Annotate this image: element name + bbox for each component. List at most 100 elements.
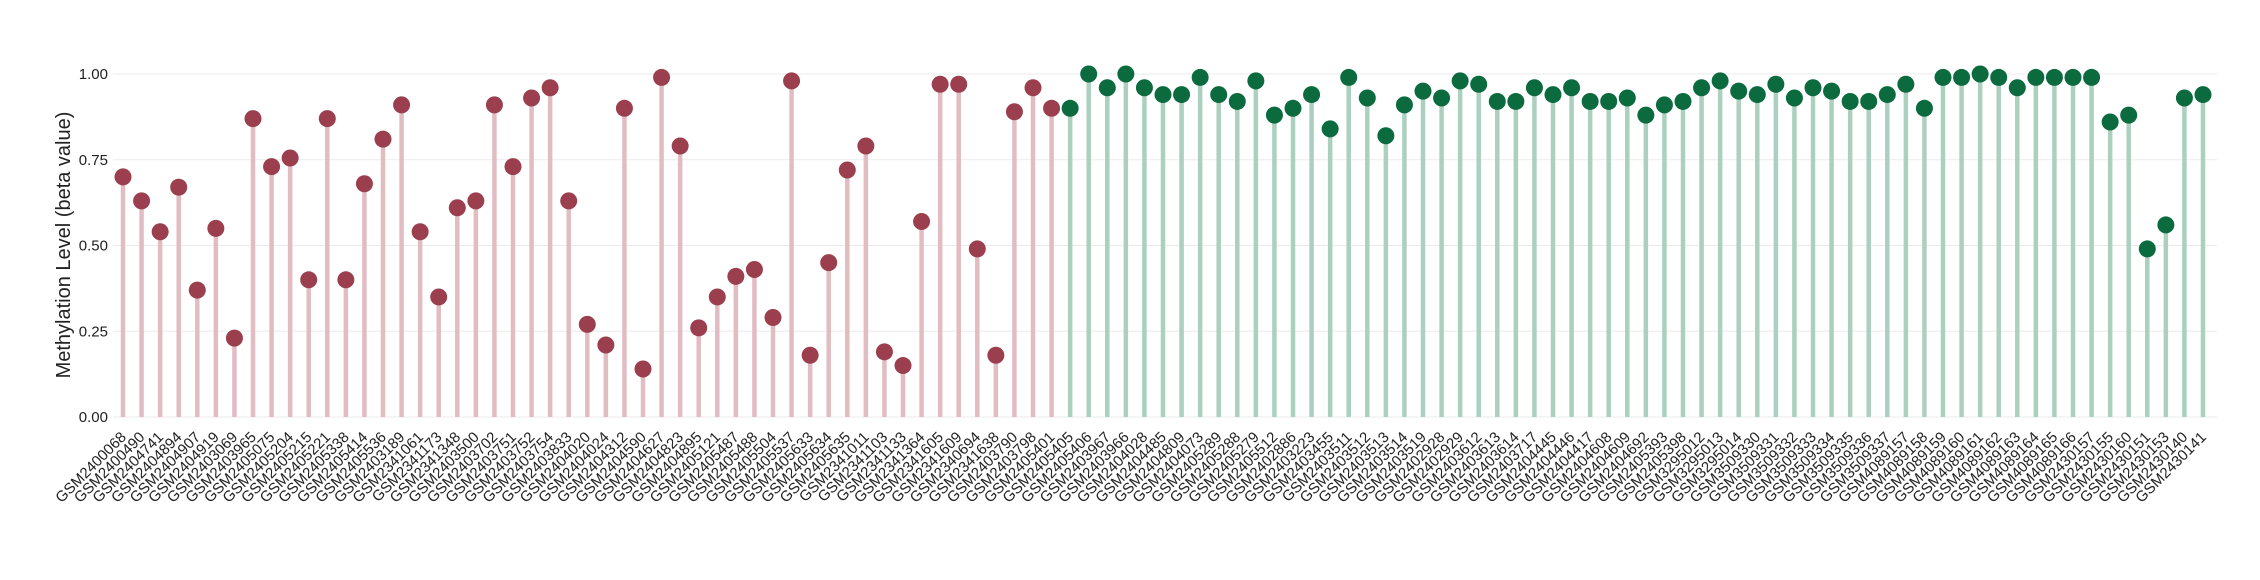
- dot: [690, 319, 708, 337]
- dot: [355, 175, 373, 193]
- dot: [1581, 92, 1599, 110]
- dot: [1005, 103, 1023, 121]
- dot: [764, 309, 782, 327]
- dot: [801, 346, 819, 364]
- dot: [634, 360, 652, 378]
- dot: [1897, 75, 1915, 93]
- dot: [838, 161, 856, 179]
- dot: [1544, 86, 1562, 104]
- dot: [1748, 86, 1766, 104]
- dot: [1860, 92, 1878, 110]
- dot: [2064, 68, 2082, 86]
- dot: [2008, 79, 2026, 97]
- dot: [1247, 72, 1265, 90]
- dot: [875, 343, 893, 361]
- dot: [2101, 113, 2119, 131]
- dot: [244, 110, 262, 128]
- dot: [1990, 68, 2008, 86]
- dot: [578, 315, 596, 333]
- dot: [170, 178, 188, 196]
- dot: [2194, 86, 2212, 104]
- dot: [1767, 75, 1785, 93]
- dot: [337, 271, 355, 289]
- dot: [1730, 82, 1748, 100]
- y-tick-label: 0.75: [79, 152, 108, 169]
- dot: [1823, 82, 1841, 100]
- dot: [1878, 86, 1896, 104]
- dot: [1841, 92, 1859, 110]
- dot: [263, 158, 281, 176]
- dot: [1915, 99, 1933, 117]
- dot: [393, 96, 411, 114]
- dot: [411, 223, 429, 241]
- dot: [541, 79, 559, 97]
- dot: [1507, 92, 1525, 110]
- dot: [151, 223, 169, 241]
- dot: [1358, 89, 1376, 107]
- dot: [485, 96, 503, 114]
- dot: [448, 199, 466, 217]
- dot: [1061, 99, 1079, 117]
- dot: [1098, 79, 1116, 97]
- dot: [225, 329, 243, 347]
- dot: [1953, 68, 1971, 86]
- dot: [133, 192, 151, 210]
- dot: [894, 357, 912, 375]
- dot: [1934, 68, 1952, 86]
- dot: [1173, 86, 1191, 104]
- dot: [1265, 106, 1283, 124]
- dot: [820, 254, 838, 272]
- dot: [2138, 240, 2156, 258]
- dot: [2175, 89, 2193, 107]
- dot: [430, 288, 448, 306]
- dot: [1600, 92, 1618, 110]
- dot: [114, 168, 132, 186]
- dot: [783, 72, 801, 90]
- y-tick-label: 1.00: [79, 66, 108, 83]
- dot: [467, 192, 485, 210]
- dot: [615, 99, 633, 117]
- dot: [708, 288, 726, 306]
- dot: [1804, 79, 1822, 97]
- dot: [913, 212, 931, 230]
- dot: [1711, 72, 1729, 90]
- dot: [281, 149, 299, 167]
- dot: [653, 68, 671, 86]
- dot: [1674, 92, 1692, 110]
- y-axis-title: Methylation Level (beta value): [53, 112, 75, 379]
- dot: [1154, 86, 1172, 104]
- dot: [1303, 86, 1321, 104]
- dot: [1284, 99, 1302, 117]
- dot: [1135, 79, 1153, 97]
- dot: [1210, 86, 1228, 104]
- dot: [931, 75, 949, 93]
- dot: [1470, 75, 1488, 93]
- dot: [1433, 89, 1451, 107]
- dot: [2045, 68, 2063, 86]
- dot: [1451, 72, 1469, 90]
- dot: [300, 271, 318, 289]
- dot: [987, 346, 1005, 364]
- dot: [1655, 96, 1673, 114]
- dot: [968, 240, 986, 258]
- dot: [1637, 106, 1655, 124]
- dot: [1785, 89, 1803, 107]
- dot: [1618, 89, 1636, 107]
- dot: [1563, 79, 1581, 97]
- dot: [207, 219, 225, 237]
- dot: [671, 137, 689, 155]
- dot: [1340, 68, 1358, 86]
- dot: [1395, 96, 1413, 114]
- dot: [1228, 92, 1246, 110]
- dot: [374, 130, 392, 148]
- dot: [1971, 65, 1989, 83]
- dot: [950, 75, 968, 93]
- dot: [1024, 79, 1042, 97]
- dot: [597, 336, 615, 354]
- dot: [1191, 68, 1209, 86]
- dot: [727, 267, 745, 285]
- dot: [2120, 106, 2138, 124]
- dot: [1321, 120, 1339, 138]
